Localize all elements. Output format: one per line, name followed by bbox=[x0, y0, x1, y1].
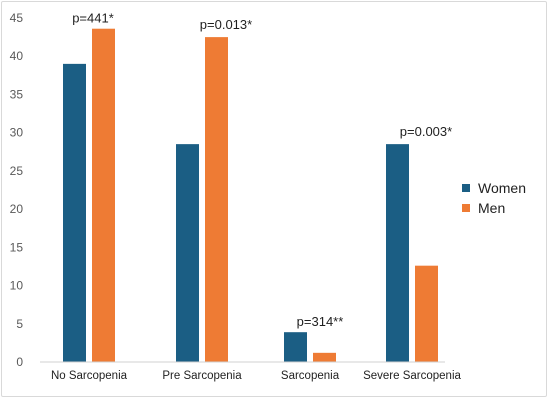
p-value-annotations: p=441* p=0.013* p=314** p=0.003* bbox=[72, 11, 452, 329]
category-label: No Sarcopenia bbox=[51, 370, 128, 382]
y-tick-label: 35 bbox=[10, 87, 24, 101]
y-tick-label: 40 bbox=[10, 49, 24, 63]
legend-swatch-women bbox=[462, 184, 470, 192]
x-axis-categories: No Sarcopenia Pre Sarcopenia Sarcopenia Sev… bbox=[51, 370, 462, 382]
p-value-annotation: p=0.003* bbox=[400, 124, 452, 139]
bar-women bbox=[284, 332, 307, 362]
bar-women bbox=[176, 144, 199, 362]
bar-men bbox=[92, 28, 115, 363]
y-tick-label: 15 bbox=[10, 240, 24, 254]
bar-men bbox=[313, 352, 336, 362]
p-value-annotation: p=441* bbox=[72, 11, 114, 26]
bar-women bbox=[386, 144, 409, 362]
y-tick-label: 25 bbox=[10, 164, 24, 178]
y-tick-label: 0 bbox=[16, 355, 23, 369]
legend-swatch-men bbox=[462, 204, 470, 212]
p-value-annotation: p=0.013* bbox=[200, 17, 252, 32]
bars bbox=[63, 28, 438, 363]
y-tick-label: 30 bbox=[10, 126, 24, 140]
category-label: Pre Sarcopenia bbox=[162, 370, 242, 382]
y-axis-ticks: 0 5 10 15 20 25 30 35 40 45 bbox=[10, 11, 24, 369]
y-tick-label: 10 bbox=[10, 279, 24, 293]
bar-men bbox=[205, 37, 228, 362]
p-value-annotation: p=314** bbox=[297, 314, 344, 329]
y-tick-label: 5 bbox=[16, 317, 23, 331]
legend-label-women: Women bbox=[478, 180, 526, 196]
legend: Women Men bbox=[462, 180, 526, 216]
y-tick-label: 45 bbox=[10, 11, 24, 25]
bar-men bbox=[415, 265, 438, 362]
legend-label-men: Men bbox=[478, 200, 505, 216]
category-label: Sarcopenia bbox=[281, 370, 340, 382]
y-tick-label: 20 bbox=[10, 202, 24, 216]
category-label: Severe Sarcopenia bbox=[363, 370, 461, 382]
bar-women bbox=[63, 63, 86, 362]
